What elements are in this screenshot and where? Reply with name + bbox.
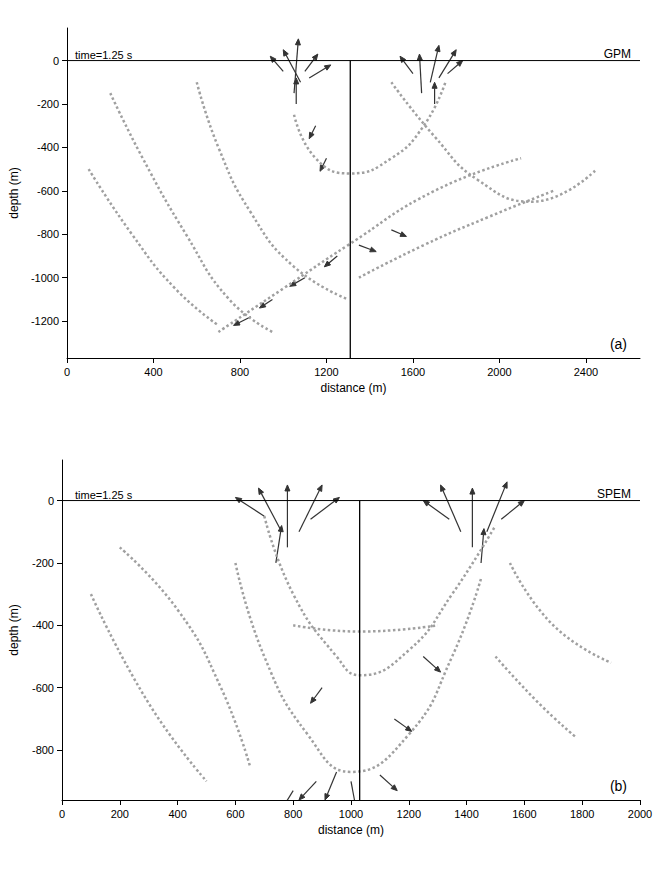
svg-text:depth (m): depth (m): [7, 604, 21, 655]
svg-text:GPM: GPM: [604, 47, 631, 61]
svg-text:SPEM: SPEM: [597, 487, 631, 501]
svg-text:800: 800: [284, 808, 302, 820]
svg-text:2000: 2000: [628, 808, 652, 820]
svg-text:600: 600: [226, 808, 244, 820]
svg-text:-800: -800: [32, 744, 54, 756]
svg-text:1600: 1600: [512, 808, 536, 820]
svg-text:-600: -600: [32, 682, 54, 694]
svg-text:-800: -800: [37, 228, 59, 240]
svg-text:-400: -400: [37, 141, 59, 153]
svg-text:1000: 1000: [339, 808, 363, 820]
svg-text:1400: 1400: [454, 808, 478, 820]
svg-text:0: 0: [48, 495, 54, 507]
svg-text:(b): (b): [610, 778, 627, 794]
svg-text:time=1.25 s: time=1.25 s: [75, 49, 133, 61]
svg-text:-200: -200: [32, 557, 54, 569]
svg-text:800: 800: [231, 366, 249, 378]
svg-text:distance (m): distance (m): [318, 823, 384, 837]
svg-text:2000: 2000: [487, 366, 511, 378]
svg-text:distance (m): distance (m): [321, 381, 387, 395]
svg-text:200: 200: [111, 808, 129, 820]
svg-text:2400: 2400: [574, 366, 598, 378]
svg-text:0: 0: [64, 366, 70, 378]
svg-text:1200: 1200: [397, 808, 421, 820]
svg-text:1800: 1800: [570, 808, 594, 820]
svg-text:-600: -600: [37, 185, 59, 197]
svg-text:(a): (a): [610, 336, 627, 352]
svg-text:depth (m): depth (m): [7, 167, 21, 218]
svg-text:-200: -200: [37, 98, 59, 110]
svg-text:1600: 1600: [401, 366, 425, 378]
svg-text:time=1.25 s: time=1.25 s: [75, 489, 133, 501]
svg-text:0: 0: [53, 55, 59, 67]
svg-text:-1200: -1200: [31, 315, 59, 327]
svg-text:400: 400: [144, 366, 162, 378]
svg-text:1200: 1200: [314, 366, 338, 378]
svg-text:0: 0: [59, 808, 65, 820]
svg-text:-400: -400: [32, 619, 54, 631]
svg-text:-1000: -1000: [31, 272, 59, 284]
svg-text:400: 400: [168, 808, 186, 820]
